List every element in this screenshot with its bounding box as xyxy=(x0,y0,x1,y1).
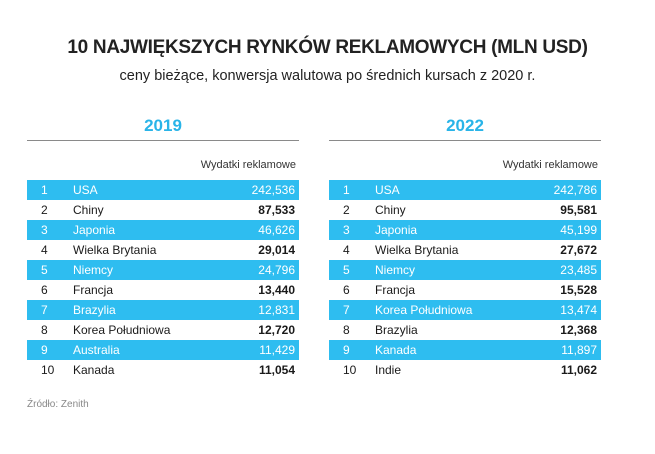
cell-country: Australia xyxy=(73,343,120,357)
table-row: 3 Japonia 46,626 xyxy=(27,220,299,240)
cell-country: Niemcy xyxy=(73,263,114,277)
cell-value: 242,786 xyxy=(553,183,597,197)
cell-rank: 4 xyxy=(343,243,350,257)
cell-country: Niemcy xyxy=(375,263,416,277)
cell-country: Wielka Brytania xyxy=(73,243,157,257)
cell-value: 27,672 xyxy=(560,243,597,257)
table-row: 7 Brazylia 12,831 xyxy=(27,300,299,320)
table-row: 3 Japonia 45,199 xyxy=(329,220,601,240)
table-row: 1 USA 242,786 xyxy=(329,180,601,200)
cell-value: 15,528 xyxy=(560,283,597,297)
cell-rank: 5 xyxy=(343,263,350,277)
year-heading-2022: 2022 xyxy=(446,116,484,135)
cell-country: Indie xyxy=(375,363,402,377)
page-subtitle: ceny bieżące, konwersja walutowa po śred… xyxy=(119,68,536,84)
cell-country: Brazylia xyxy=(375,323,418,337)
table-row: 9 Australia 11,429 xyxy=(27,340,299,360)
cell-country: Kanada xyxy=(73,363,115,377)
cell-country: Chiny xyxy=(73,203,104,217)
cell-country: Kanada xyxy=(375,343,417,357)
table-row: 1 USA 242,536 xyxy=(27,180,299,200)
cell-rank: 6 xyxy=(343,283,350,297)
cell-value: 12,720 xyxy=(258,323,295,337)
cell-value: 87,533 xyxy=(258,203,295,217)
cell-rank: 5 xyxy=(41,263,48,277)
cell-country: Brazylia xyxy=(73,303,116,317)
cell-rank: 7 xyxy=(41,303,48,317)
cell-rank: 9 xyxy=(41,343,48,357)
table-row: 2 Chiny 95,581 xyxy=(329,200,601,220)
table-2019: 2019 Wydatki reklamowe 1 USA 242,536 2 Chiny… xyxy=(27,114,299,380)
cell-country: USA xyxy=(375,183,400,197)
table-row: 8 Brazylia 12,368 xyxy=(329,320,601,340)
cell-rank: 4 xyxy=(41,243,48,257)
page-title: 10 NAJWIĘKSZYCH RYNKÓW REKLAMOWYCH (MLN … xyxy=(67,37,588,58)
column-header: Wydatki reklamowe xyxy=(502,159,598,171)
table-row: 2 Chiny 87,533 xyxy=(27,200,299,220)
cell-rank: 8 xyxy=(343,323,350,337)
table-2022: 2022 Wydatki reklamowe 1 USA 242,786 2 Chiny… xyxy=(329,114,601,380)
cell-value: 45,199 xyxy=(560,223,597,237)
year-heading-2019: 2019 xyxy=(144,116,182,135)
table-row: 5 Niemcy 24,796 xyxy=(27,260,299,280)
cell-country: Chiny xyxy=(375,203,406,217)
divider xyxy=(329,140,601,141)
cell-country: USA xyxy=(73,183,98,197)
cell-country: Japonia xyxy=(73,223,116,237)
cell-country: Korea Południowa xyxy=(375,303,473,317)
cell-country: Japonia xyxy=(375,223,418,237)
cell-value: 11,429 xyxy=(259,343,295,357)
cell-value: 12,368 xyxy=(560,323,597,337)
cell-rank: 10 xyxy=(343,363,357,377)
table-body: 1 USA 242,536 2 Chiny 87,533 3 Japonia 46,626 4 Wi… xyxy=(27,180,299,380)
table-body: 1 USA 242,786 2 Chiny 95,581 3 Japonia 45,199 4 Wi… xyxy=(329,180,601,380)
table-row: 6 Francja 15,528 xyxy=(329,280,601,300)
cell-value: 11,062 xyxy=(560,363,597,377)
cell-value: 95,581 xyxy=(560,203,597,217)
cell-value: 29,014 xyxy=(258,243,295,257)
cell-value: 12,831 xyxy=(258,303,295,317)
cell-value: 46,626 xyxy=(258,223,295,237)
cell-value: 24,796 xyxy=(258,263,295,277)
cell-rank: 3 xyxy=(343,223,350,237)
table-row: 7 Korea Południowa 13,474 xyxy=(329,300,601,320)
cell-country: Korea Południowa xyxy=(73,323,171,337)
table-row: 5 Niemcy 23,485 xyxy=(329,260,601,280)
divider xyxy=(27,140,299,141)
cell-rank: 6 xyxy=(41,283,48,297)
table-row: 8 Korea Południowa 12,720 xyxy=(27,320,299,340)
cell-rank: 10 xyxy=(41,363,55,377)
cell-value: 13,474 xyxy=(560,303,597,317)
table-row: 9 Kanada 11,897 xyxy=(329,340,601,360)
cell-rank: 7 xyxy=(343,303,350,317)
cell-value: 11,897 xyxy=(561,343,597,357)
cell-country: Francja xyxy=(375,283,416,297)
table-row: 4 Wielka Brytania 27,672 xyxy=(329,240,601,260)
source-note: Źródło: Zenith xyxy=(27,399,89,410)
cell-rank: 3 xyxy=(41,223,48,237)
cell-rank: 2 xyxy=(343,203,350,217)
cell-value: 242,536 xyxy=(251,183,295,197)
cell-rank: 1 xyxy=(343,183,350,197)
table-row: 10 Kanada 11,054 xyxy=(27,360,299,380)
cell-value: 11,054 xyxy=(258,363,295,377)
table-row: 6 Francja 13,440 xyxy=(27,280,299,300)
table-row: 4 Wielka Brytania 29,014 xyxy=(27,240,299,260)
cell-value: 23,485 xyxy=(560,263,597,277)
column-header: Wydatki reklamowe xyxy=(200,159,296,171)
cell-country: Francja xyxy=(73,283,114,297)
table-row: 10 Indie 11,062 xyxy=(329,360,601,380)
cell-rank: 1 xyxy=(41,183,48,197)
cell-rank: 8 xyxy=(41,323,48,337)
cell-country: Wielka Brytania xyxy=(375,243,459,257)
cell-rank: 2 xyxy=(41,203,48,217)
cell-rank: 9 xyxy=(343,343,350,357)
cell-value: 13,440 xyxy=(258,283,295,297)
